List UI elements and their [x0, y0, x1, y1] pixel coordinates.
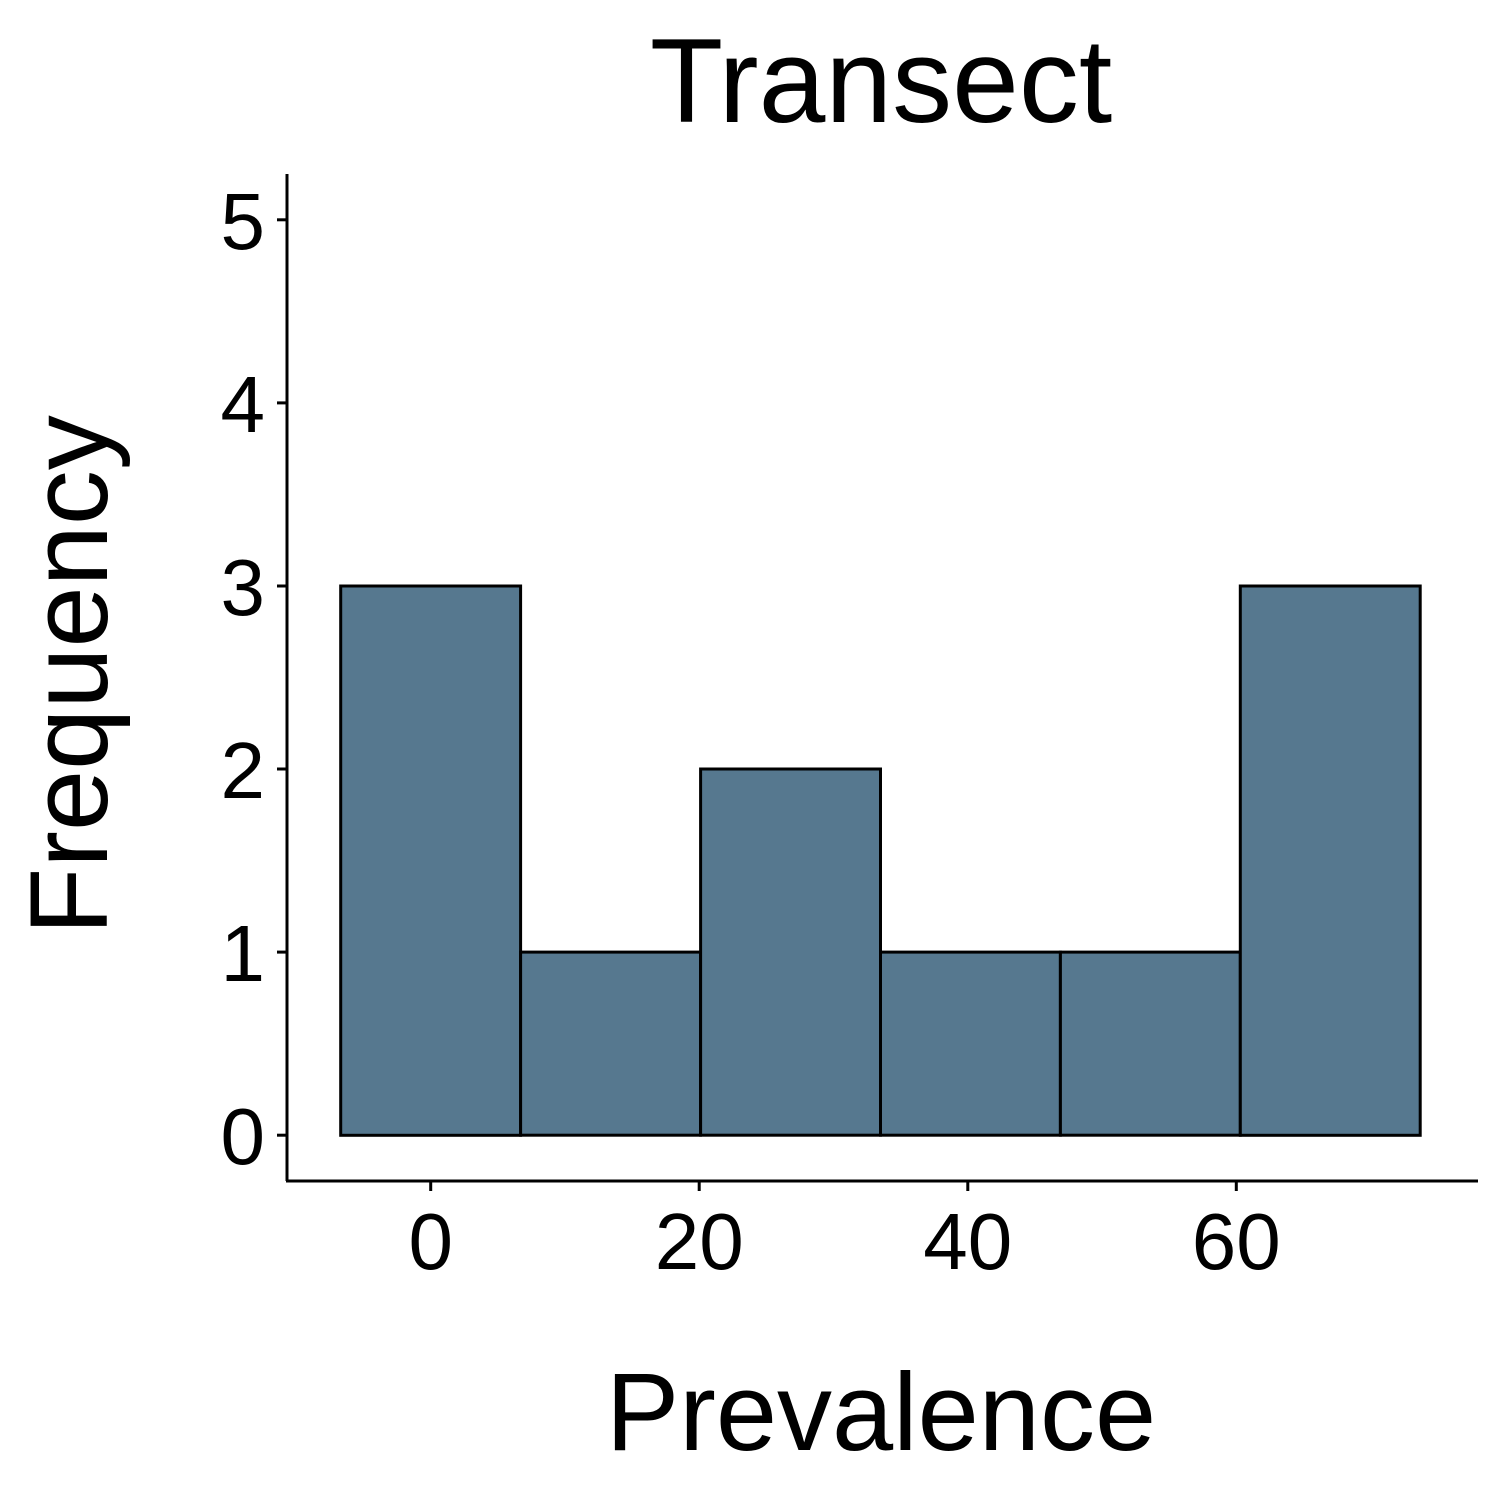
- y-axis-title: Frequency: [8, 415, 131, 935]
- y-tick-label-4: 4: [221, 360, 266, 449]
- histogram-bar-2: [519, 950, 702, 1137]
- y-ticks-layer: 0 1 2 3 4 5: [221, 177, 287, 1181]
- y-tick-label-1: 1: [221, 909, 266, 998]
- x-tick-label-60: 60: [1192, 1197, 1281, 1286]
- y-tick-label-5: 5: [221, 177, 266, 266]
- bars-layer: [339, 584, 1422, 1137]
- histogram-bar-3: [699, 767, 882, 1137]
- histogram-bar-5: [1058, 950, 1242, 1137]
- y-tick-label-2: 2: [221, 726, 266, 815]
- y-tick-label-3: 3: [221, 543, 266, 632]
- chart-title: Transect: [650, 14, 1112, 148]
- histogram-bar-4: [879, 950, 1062, 1137]
- x-tick-label-40: 40: [923, 1197, 1012, 1286]
- x-ticks-layer: 0 20 40 60: [408, 1181, 1281, 1286]
- histogram-bar-6: [1238, 584, 1422, 1137]
- histogram-bar-1: [339, 584, 523, 1137]
- x-tick-label-0: 0: [408, 1197, 453, 1286]
- y-tick-label-0: 0: [221, 1092, 266, 1181]
- x-axis-title: Prevalence: [606, 1351, 1156, 1474]
- x-tick-label-20: 20: [655, 1197, 744, 1286]
